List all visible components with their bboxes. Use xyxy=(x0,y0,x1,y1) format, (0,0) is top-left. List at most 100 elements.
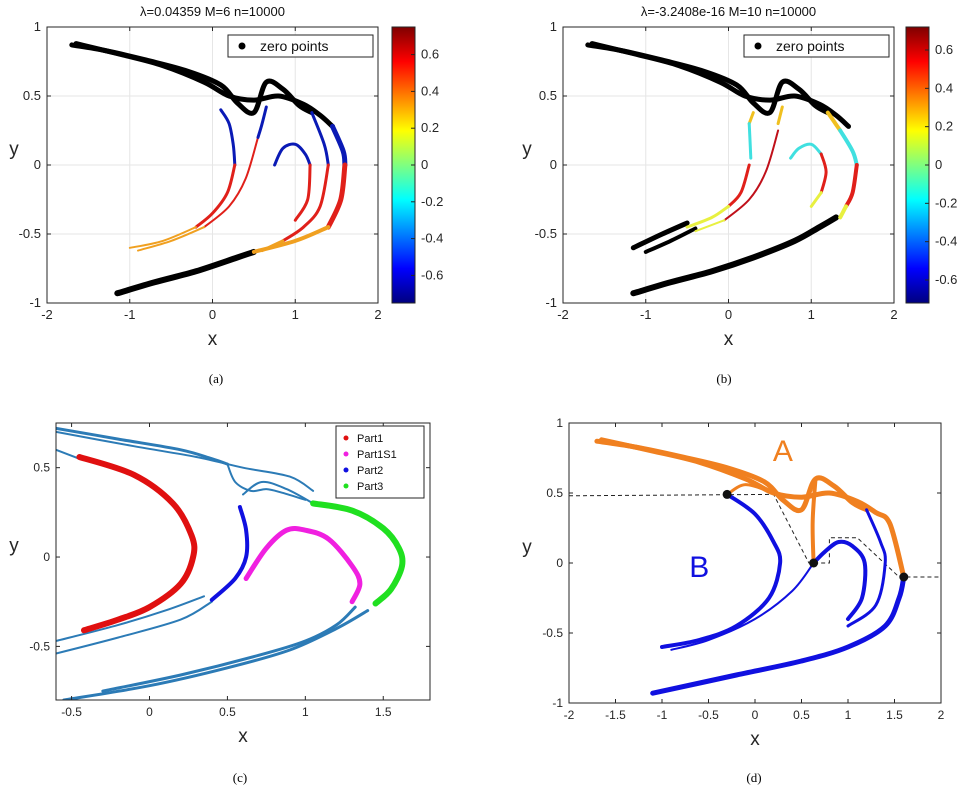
series-part2 xyxy=(209,505,250,602)
x-tick-label: 1 xyxy=(302,705,309,719)
series-value xyxy=(293,163,312,222)
series-value xyxy=(194,163,237,229)
y-tick-label: 0.5 xyxy=(546,486,563,500)
region-label-b: B xyxy=(689,551,709,584)
series-part1 xyxy=(76,454,198,634)
x-tick-label: 0 xyxy=(146,705,153,719)
series-value xyxy=(137,226,206,252)
caption-d: (d) xyxy=(746,770,761,785)
y-tick-label: 1 xyxy=(34,19,41,34)
series-b xyxy=(811,539,868,621)
series-value xyxy=(727,163,751,208)
y-tick-label: 0 xyxy=(550,157,557,172)
legend-label: zero points xyxy=(776,38,844,54)
colorbar-tick-label: -0.6 xyxy=(935,272,957,287)
legend-marker xyxy=(238,42,246,50)
x-axis-label: x xyxy=(208,329,218,350)
series-background xyxy=(62,609,370,700)
series-a xyxy=(599,437,907,580)
series-a xyxy=(810,477,818,565)
chart-panel-c: -0.5 0 0.5 1 1.5-0.500.5xyPart1Part1S1Part2P… xyxy=(9,422,431,747)
x-tick-label: 0 xyxy=(725,307,732,322)
x-axis-label: x xyxy=(724,329,734,350)
colorbar-tick-label: 0.2 xyxy=(935,119,953,134)
y-tick-label: 0.5 xyxy=(33,461,50,475)
x-tick-label: -2 xyxy=(564,708,575,722)
chart-title: λ=0.04359 M=6 n=10000 xyxy=(140,4,285,19)
colorbar-tick-label: 0.6 xyxy=(421,47,439,62)
legend-marker xyxy=(343,467,349,473)
series-background xyxy=(56,600,213,655)
series-part1s1 xyxy=(243,525,363,605)
series-value xyxy=(251,225,331,254)
caption-c: (c) xyxy=(233,770,247,785)
x-tick-label: 2 xyxy=(374,307,381,322)
series-zero-points xyxy=(643,226,698,254)
colorbar-tick-label: -0.4 xyxy=(935,234,957,249)
series-value xyxy=(694,219,726,233)
x-tick-label: 1.5 xyxy=(886,708,903,722)
x-tick-label: -2 xyxy=(41,307,53,322)
y-axis-label: y xyxy=(9,536,19,557)
x-axis-label: x xyxy=(238,726,248,747)
x-tick-label: -1 xyxy=(124,307,136,322)
axes-box xyxy=(55,422,431,701)
legend-label: zero points xyxy=(260,38,328,54)
colorbar-tick-label: -0.2 xyxy=(935,195,957,210)
x-tick-label: 0 xyxy=(209,307,216,322)
colorbar-tick-label: 0.4 xyxy=(935,80,953,95)
y-tick-label: 0 xyxy=(34,157,41,172)
y-tick-label: -1 xyxy=(545,295,557,310)
x-tick-label: -2 xyxy=(557,307,569,322)
series-zero-points xyxy=(114,248,257,297)
series-zero-points xyxy=(630,220,690,251)
series-zero-points xyxy=(589,41,851,129)
legend-label: Part1S1 xyxy=(357,449,397,461)
legend-box xyxy=(335,425,425,499)
series-value xyxy=(838,128,859,167)
y-axis-label: y xyxy=(522,139,532,160)
series-background xyxy=(242,480,315,505)
x-tick-label: -0.5 xyxy=(61,705,82,719)
colorbar-tick-label: 0 xyxy=(421,157,428,172)
y-tick-label: -1 xyxy=(552,696,563,710)
plot-area xyxy=(569,423,941,703)
x-tick-label: 0.5 xyxy=(219,705,236,719)
x-tick-label: 1 xyxy=(845,708,852,722)
y-tick-label: -1 xyxy=(29,295,41,310)
zero-marker xyxy=(899,572,909,582)
caption-a: (a) xyxy=(209,371,223,386)
series-a xyxy=(725,483,776,496)
legend-label: Part2 xyxy=(357,465,383,477)
series-value xyxy=(203,136,259,229)
series-value xyxy=(256,105,268,139)
series-background xyxy=(226,463,307,501)
chart-title: λ=-3.2408e-16 M=10 n=10000 xyxy=(641,4,816,19)
colorbar-tick-label: -0.2 xyxy=(421,194,443,209)
y-tick-label: 0.5 xyxy=(539,88,557,103)
colorbar-tick-label: -0.4 xyxy=(421,231,443,246)
x-tick-label: 2 xyxy=(938,708,945,722)
x-tick-label: 1.5 xyxy=(375,705,392,719)
x-tick-label: -1 xyxy=(657,708,668,722)
curves xyxy=(585,41,859,297)
y-tick-label: -0.5 xyxy=(542,626,563,640)
zero-marker xyxy=(809,558,819,568)
series-value xyxy=(844,163,859,209)
y-axis-label: y xyxy=(9,139,19,160)
legend-box xyxy=(743,34,890,58)
legend-label: Part1 xyxy=(357,433,383,445)
x-tick-label: -1 xyxy=(640,307,652,322)
series-value xyxy=(685,204,730,229)
x-tick-label: 0 xyxy=(752,708,759,722)
x-tick-label: 2 xyxy=(890,307,897,322)
colorbar-tick-label: 0.4 xyxy=(421,83,439,98)
caption-b: (b) xyxy=(716,371,731,386)
y-tick-label: 0 xyxy=(556,556,563,570)
series-background xyxy=(56,430,315,492)
series-value xyxy=(747,122,753,160)
x-tick-label: 1 xyxy=(292,307,299,322)
y-tick-label: 1 xyxy=(556,416,563,430)
series-value xyxy=(838,204,848,220)
